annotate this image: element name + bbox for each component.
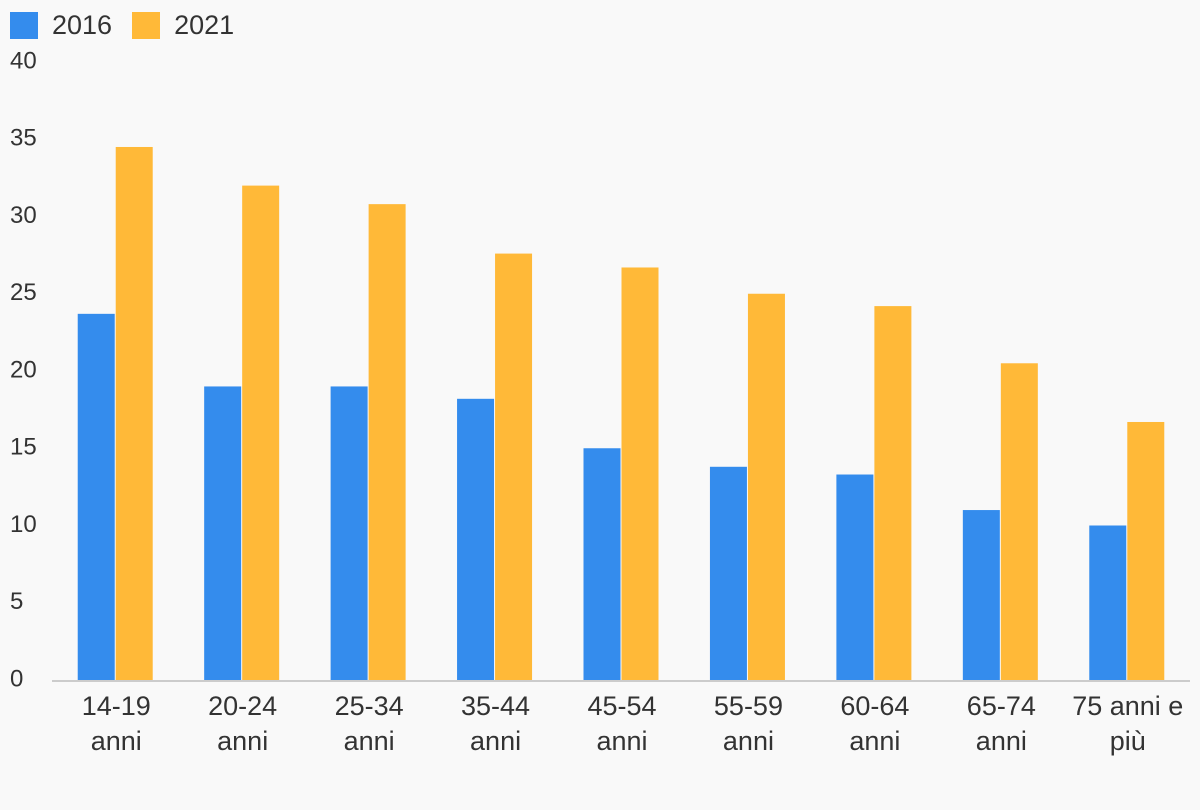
y-tick-label: 25	[10, 279, 37, 306]
x-tick-label-line: più	[1110, 726, 1146, 756]
bar-2016-6	[836, 474, 874, 680]
bar-2021-4	[621, 267, 659, 680]
x-tick-label: 60-64 anni	[840, 691, 909, 756]
x-tick-label: 75 anni e più	[1072, 691, 1183, 756]
x-tick-label: 65-74 anni	[967, 691, 1036, 756]
bar-2021-5	[747, 293, 785, 680]
bar-2016-7	[962, 510, 1000, 680]
x-tick-label: 35-44 anni	[461, 691, 530, 756]
x-tick-label-line: anni	[344, 726, 395, 756]
bar-2021-8	[1127, 421, 1165, 680]
bar-2016-4	[583, 448, 621, 680]
bar-2016-0	[77, 313, 115, 680]
y-tick-label: 0	[10, 665, 23, 692]
legend-label-2021: 2021	[174, 10, 235, 40]
x-tick-label-line: anni	[217, 726, 268, 756]
bar-2016-3	[457, 398, 495, 680]
y-tick-label: 5	[10, 588, 23, 615]
x-tick-label-line: anni	[470, 726, 521, 756]
x-tick-label-line: anni	[976, 726, 1027, 756]
bar-2016-2	[330, 386, 368, 680]
x-tick-label-line: anni	[849, 726, 900, 756]
y-tick-label: 10	[10, 511, 37, 538]
x-tick-label: 14-19 anni	[82, 691, 151, 756]
legend-item-2021: 2021	[132, 10, 234, 41]
x-tick-label: 25-34 anni	[335, 691, 404, 756]
x-tick-label-line: 20-24	[208, 691, 277, 721]
legend-label-2016: 2016	[52, 10, 113, 40]
bar-2021-6	[874, 306, 912, 680]
x-tick-label-line: 60-64	[840, 691, 909, 721]
bar-2021-3	[495, 253, 533, 680]
x-tick-label-line: 45-54	[587, 691, 656, 721]
bar-2021-0	[115, 146, 153, 681]
bar-2021-1	[242, 185, 280, 680]
legend: 2016 2021	[10, 10, 254, 41]
x-tick-label-line: anni	[723, 726, 774, 756]
y-tick-label: 15	[10, 434, 37, 461]
bar-2016-1	[204, 386, 242, 680]
legend-swatch-2016	[10, 12, 38, 39]
x-tick-label: 20-24 anni	[208, 691, 277, 756]
legend-swatch-2021	[132, 12, 161, 39]
x-tick-label-line: 25-34	[335, 691, 404, 721]
x-tick-label: 55-59 anni	[714, 691, 783, 756]
x-tick-label-line: anni	[596, 726, 647, 756]
bar-2021-7	[1000, 363, 1038, 680]
x-tick-label-line: 75 anni e	[1072, 691, 1183, 721]
y-tick-label: 35	[10, 125, 37, 152]
bar-2021-2	[368, 204, 406, 680]
bar-2016-8	[1089, 525, 1127, 680]
x-tick-label: 45-54 anni	[587, 691, 656, 756]
y-tick-label: 40	[10, 47, 37, 74]
x-tick-label-line: 35-44	[461, 691, 530, 721]
x-tick-label-line: 14-19	[82, 691, 151, 721]
y-tick-label: 30	[10, 202, 37, 229]
x-tick-label-line: anni	[91, 726, 142, 756]
x-tick-label-line: 65-74	[967, 691, 1036, 721]
legend-item-2016: 2016	[10, 10, 112, 41]
y-tick-label: 20	[10, 356, 37, 383]
bar-2016-5	[709, 466, 747, 680]
x-tick-label-line: 55-59	[714, 691, 783, 721]
